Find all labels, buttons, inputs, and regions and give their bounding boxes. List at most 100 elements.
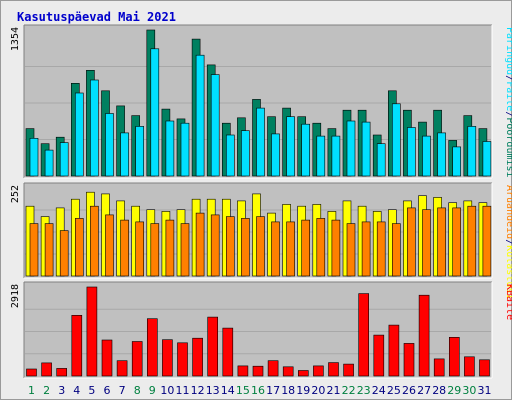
x-tick-label-day-12: 12 [191, 384, 205, 397]
bar-aruandeid-day-10 [165, 219, 175, 277]
bar-aruandeid-day-31 [482, 205, 492, 277]
bar-faile-day-15 [241, 130, 250, 177]
x-tick-label-day-13: 13 [206, 384, 220, 397]
bar-kbaite-day-19 [297, 370, 309, 377]
bar-kbaite-day-11 [177, 342, 188, 377]
panel-1-ymax-label: 1354 [10, 27, 21, 51]
panel-2-ymax-label: 252 [10, 185, 21, 203]
bar-aruandeid-day-11 [180, 223, 190, 277]
bar-aruandeid-day-21 [331, 219, 341, 277]
bar-kbaite-day-7 [116, 360, 128, 377]
bar-aruandeid-day-16 [256, 216, 265, 277]
x-tick-label-day-24: 24 [372, 384, 386, 397]
legend-label: Päringud [504, 27, 512, 75]
bar-aruandeid-day-28 [437, 207, 446, 277]
bar-aruandeid-day-27 [422, 209, 431, 277]
bar-aruandeid-day-1 [29, 223, 39, 277]
legend-label: / [504, 111, 512, 117]
bar-aruandeid-day-2 [44, 223, 54, 277]
bar-faile-day-20 [316, 135, 326, 177]
bar-kbaite-day-6 [101, 339, 113, 377]
bar-faile-day-29 [452, 146, 462, 177]
bar-faile-day-3 [59, 142, 69, 177]
bar-kbaite-day-16 [252, 365, 264, 377]
bar-kbaite-day-10 [162, 339, 173, 377]
bar-faile-day-24 [376, 143, 386, 177]
bar-aruandeid-day-8 [135, 221, 144, 277]
bar-faile-day-9 [150, 48, 160, 177]
bar-faile-day-10 [165, 120, 175, 177]
bar-kbaite-day-18 [282, 366, 294, 377]
bar-aruandeid-day-4 [75, 218, 84, 277]
legend-label: / [504, 239, 512, 245]
bar-aruandeid-day-3 [59, 230, 69, 277]
bar-kbaite-day-24 [373, 334, 385, 377]
x-tick-label-day-11: 11 [176, 384, 190, 397]
x-tick-label-day-28: 28 [432, 384, 446, 397]
panel-2-legend: Aruandeid/Külastusi [504, 185, 512, 299]
bar-kbaite-day-14 [222, 327, 234, 377]
x-tick-label-day-6: 6 [104, 384, 111, 397]
bar-faile-day-21 [331, 135, 341, 177]
x-tick-label-day-9: 9 [149, 384, 156, 397]
bar-faile-day-31 [482, 141, 492, 177]
bar-aruandeid-day-9 [150, 223, 160, 277]
bar-kbaite-day-5 [86, 286, 98, 377]
bar-faile-day-25 [391, 103, 401, 177]
bar-kbaite-day-2 [41, 362, 52, 377]
panel-3-ymax-label: 2918 [10, 284, 21, 308]
bar-kbaite-day-20 [313, 365, 324, 377]
x-tick-label-day-16: 16 [251, 384, 265, 397]
bar-faile-day-13 [210, 74, 220, 177]
bar-kbaite-day-12 [192, 337, 203, 377]
bar-faile-day-14 [226, 134, 235, 177]
legend-label: Külastusi [504, 245, 512, 299]
x-tick-label-day-20: 20 [311, 384, 325, 397]
legend-label: Aruandeid [504, 185, 512, 239]
bar-faile-day-11 [180, 122, 190, 177]
x-tick-label-day-30: 30 [462, 384, 476, 397]
bar-kbaite-day-22 [343, 363, 354, 377]
x-tick-label-day-18: 18 [281, 384, 295, 397]
bar-faile-day-23 [361, 121, 371, 177]
bar-faile-day-2 [44, 149, 54, 177]
bar-faile-day-27 [422, 135, 431, 177]
x-tick-label-day-2: 2 [43, 384, 50, 397]
bar-kbaite-day-28 [433, 358, 445, 377]
x-tick-label-day-15: 15 [236, 384, 250, 397]
chart-title: Kasutuspäevad Mai 2021 [17, 10, 176, 24]
x-tick-label-day-21: 21 [327, 384, 341, 397]
bar-aruandeid-day-24 [376, 221, 386, 277]
bar-aruandeid-day-17 [271, 221, 280, 277]
bar-aruandeid-day-12 [195, 212, 205, 277]
x-tick-label-day-31: 31 [478, 384, 492, 397]
bar-kbaite-day-13 [207, 316, 218, 377]
bar-aruandeid-day-22 [346, 223, 356, 277]
bar-kbaite-day-15 [237, 365, 249, 377]
bar-aruandeid-day-25 [391, 223, 401, 277]
bar-aruandeid-day-26 [407, 207, 416, 277]
bar-aruandeid-day-7 [120, 219, 129, 277]
bar-kbaite-day-23 [358, 293, 370, 377]
bar-faile-day-8 [135, 126, 144, 177]
x-tick-label-day-4: 4 [73, 384, 80, 397]
x-tick-label-day-10: 10 [160, 384, 174, 397]
panel-3-legend: KBaite [504, 284, 512, 320]
x-tick-label-day-22: 22 [342, 384, 356, 397]
bar-kbaite-day-1 [26, 368, 37, 377]
bar-kbaite-day-26 [403, 343, 415, 377]
bar-kbaite-day-3 [56, 368, 68, 377]
bar-aruandeid-day-18 [286, 221, 295, 277]
bar-aruandeid-day-5 [90, 205, 99, 277]
bar-kbaite-day-4 [71, 314, 83, 377]
bar-faile-day-7 [120, 132, 129, 177]
x-tick-label-day-25: 25 [387, 384, 401, 397]
bar-faile-day-16 [256, 107, 265, 177]
x-tick-label-day-17: 17 [266, 384, 280, 397]
bar-aruandeid-day-19 [301, 219, 311, 277]
bar-faile-day-4 [75, 92, 84, 177]
x-tick-label-day-3: 3 [58, 384, 65, 397]
bar-faile-day-17 [271, 133, 280, 177]
bar-aruandeid-day-6 [105, 214, 114, 277]
bar-aruandeid-day-14 [226, 216, 235, 277]
